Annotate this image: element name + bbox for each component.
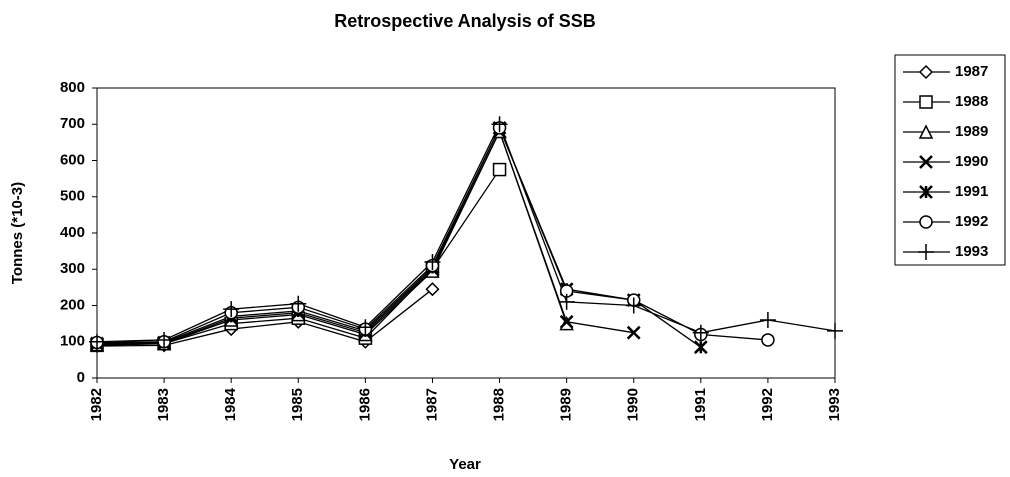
y-tick-label: 700 <box>60 115 85 132</box>
marker <box>357 319 374 336</box>
marker <box>626 325 641 340</box>
marker <box>692 324 709 341</box>
x-tick-label: 1989 <box>558 388 575 421</box>
marker <box>223 301 240 318</box>
marker <box>425 282 440 297</box>
x-tick-label: 1990 <box>625 388 642 421</box>
x-tick-label: 1982 <box>88 388 105 421</box>
marker <box>761 333 775 347</box>
y-tick-label: 300 <box>60 260 85 277</box>
y-tick-label: 400 <box>60 224 85 241</box>
x-tick-label: 1991 <box>692 388 709 421</box>
series-line <box>96 288 433 347</box>
marker <box>156 331 173 348</box>
legend-label: 1991 <box>955 183 988 200</box>
marker <box>89 333 105 350</box>
marker <box>759 312 776 328</box>
series-line <box>96 126 768 344</box>
y-tick-label: 800 <box>60 79 85 96</box>
x-tick-label: 1987 <box>423 388 440 421</box>
marker <box>693 340 708 355</box>
marker <box>290 295 307 312</box>
x-tick-label: 1992 <box>759 388 776 421</box>
marker <box>424 254 441 270</box>
y-axis-label: Tonnes (*10-3) <box>9 182 26 284</box>
marker <box>491 116 508 133</box>
x-tick-label: 1985 <box>289 388 306 421</box>
marker <box>559 315 574 331</box>
legend-marker <box>918 64 934 80</box>
marker <box>559 314 574 329</box>
legend-marker <box>919 95 933 109</box>
legend-label: 1989 <box>955 123 988 140</box>
legend-marker <box>918 124 934 139</box>
x-tick-label: 1986 <box>356 388 373 421</box>
marker <box>827 322 843 339</box>
marker <box>558 293 575 310</box>
series-line <box>97 129 634 345</box>
legend-label: 1988 <box>955 93 988 110</box>
marker <box>625 297 642 314</box>
legend-label: 1992 <box>955 213 988 230</box>
legend-label: 1987 <box>955 63 988 80</box>
x-tick-label: 1983 <box>155 388 172 421</box>
y-tick-label: 600 <box>60 151 85 168</box>
legend-marker <box>919 155 933 169</box>
y-tick-label: 0 <box>77 369 85 386</box>
x-tick-label: 1988 <box>491 388 508 421</box>
x-axis-label: Year <box>449 456 481 473</box>
marker <box>492 162 507 177</box>
legend-marker <box>919 215 933 229</box>
x-tick-label: 1993 <box>826 388 843 421</box>
y-tick-label: 500 <box>60 188 85 205</box>
legend-label: 1993 <box>955 243 988 260</box>
legend-marker <box>919 185 933 199</box>
x-tick-label: 1984 <box>222 387 239 421</box>
chart-title: Retrospective Analysis of SSB <box>334 11 595 31</box>
series-line <box>96 126 702 348</box>
y-tick-label: 100 <box>60 333 85 350</box>
legend-label: 1990 <box>955 153 988 170</box>
y-tick-label: 200 <box>60 296 85 313</box>
series-line <box>96 122 836 343</box>
legend-box <box>894 54 1006 266</box>
legend-marker <box>918 244 934 260</box>
